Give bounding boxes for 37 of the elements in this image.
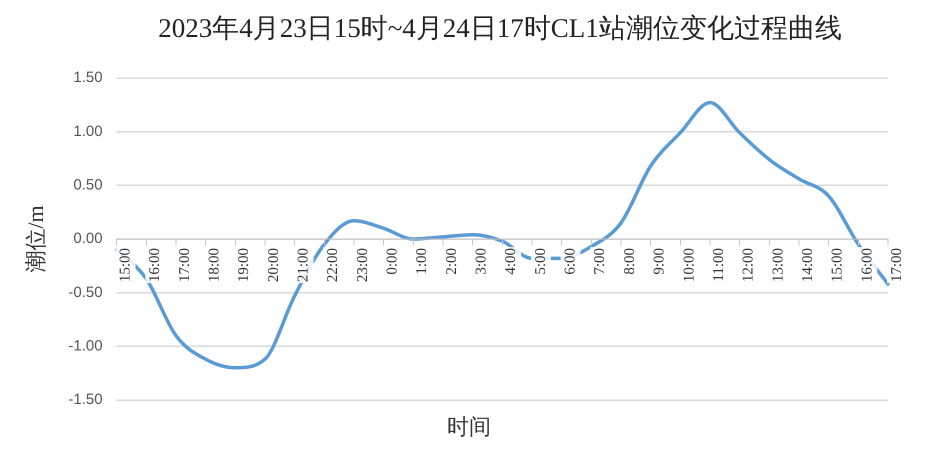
x-tick-label: 12:00 [740, 248, 757, 282]
x-tick-label: 1:00 [414, 248, 430, 275]
y-tick-label: 0.00 [73, 230, 103, 248]
x-tick-label: 22:00 [325, 248, 342, 282]
chart-title: 2023年4月23日15时~4月24日17时CL1站潮位变化过程曲线 [157, 12, 843, 44]
x-tick-label: 10:00 [681, 248, 698, 282]
x-tick-label: 11:00 [710, 248, 727, 282]
x-tick-label: 15:00 [118, 248, 134, 282]
x-tick-label: 6:00 [562, 248, 579, 275]
x-tick-label: 16:00 [147, 248, 164, 282]
x-tick-label: 17:00 [176, 248, 193, 282]
x-tick-label: 2:00 [444, 248, 460, 275]
x-tick-label: 23:00 [354, 248, 371, 282]
x-tick-label: 19:00 [236, 248, 252, 282]
x-tick-label: 14:00 [800, 248, 816, 282]
x-tick-label: 13:00 [770, 248, 786, 282]
x-tick-label: 17:00 [888, 248, 905, 282]
y-tick-label: 0.50 [73, 176, 103, 194]
y-tick-label: 1.50 [73, 69, 103, 86]
y-axis-title: 潮位/m [22, 205, 48, 273]
x-tick-label: 9:00 [652, 248, 668, 275]
x-tick-label: 20:00 [266, 248, 282, 282]
x-tick-label: 16:00 [859, 248, 876, 282]
x-tick-label: 21:00 [296, 248, 312, 282]
x-tick-label: 0:00 [384, 248, 401, 275]
y-tick-label: 1.00 [73, 122, 103, 140]
y-tick-label: -0.50 [68, 284, 103, 301]
y-tick-label: -1.50 [68, 391, 103, 408]
x-tick-label: 8:00 [622, 248, 638, 275]
x-tick-label: 5:00 [532, 248, 549, 275]
x-axis-title: 时间 [446, 413, 492, 441]
x-tick-label: 4:00 [503, 248, 520, 275]
y-tick-label: -1.00 [68, 337, 103, 354]
x-tick-label: 7:00 [592, 248, 608, 275]
x-tick-label: 3:00 [474, 248, 490, 275]
x-tick-label: 15:00 [830, 248, 846, 282]
x-tick-label: 18:00 [206, 248, 223, 282]
